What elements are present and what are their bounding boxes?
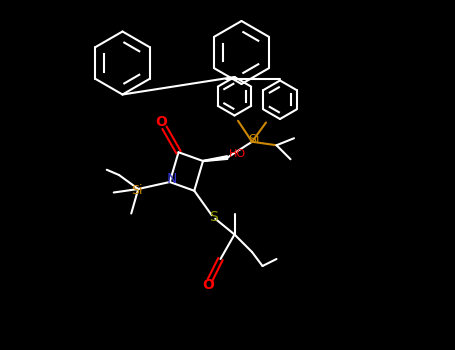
- Text: Si: Si: [131, 184, 142, 197]
- Polygon shape: [203, 156, 228, 161]
- Text: S: S: [209, 210, 218, 224]
- Text: O: O: [202, 278, 214, 292]
- Text: O: O: [155, 116, 167, 130]
- Text: HO: HO: [229, 149, 246, 159]
- Text: N: N: [167, 172, 177, 186]
- Text: Si: Si: [248, 133, 259, 147]
